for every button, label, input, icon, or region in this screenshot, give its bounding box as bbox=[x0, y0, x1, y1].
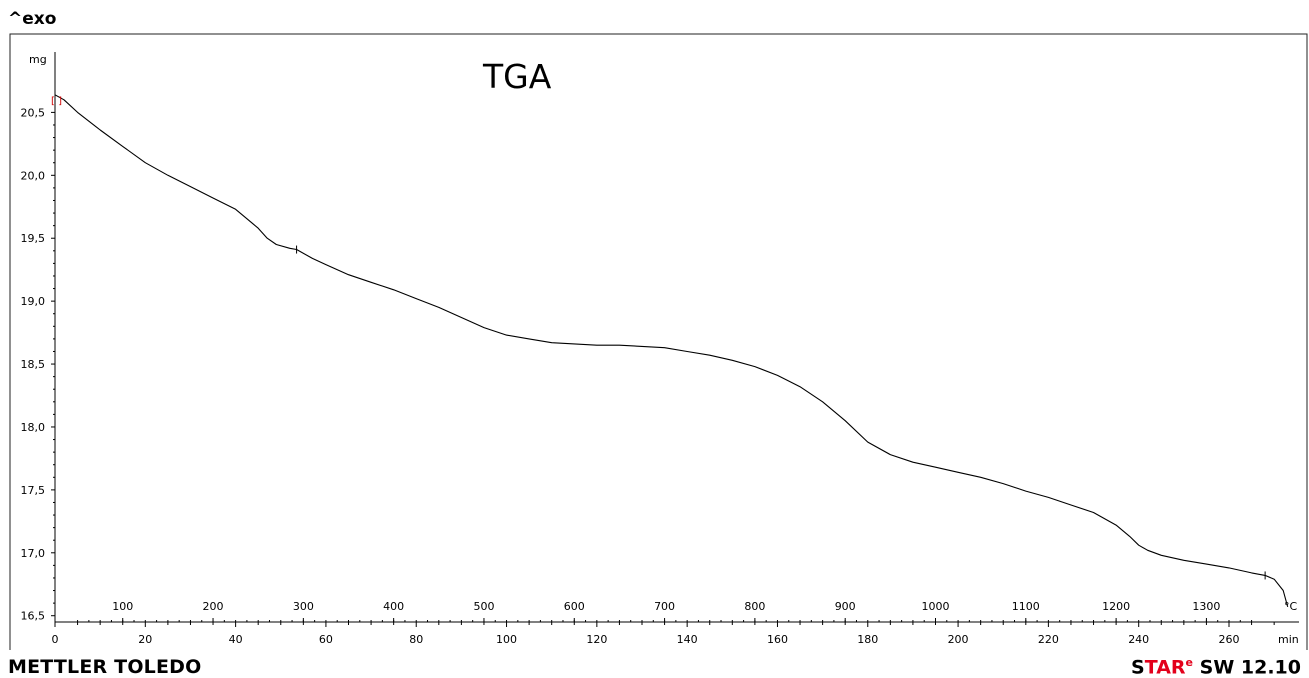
y-axis-unit: mg bbox=[29, 53, 47, 66]
temperature-tick-label: 1100 bbox=[1012, 600, 1040, 613]
x-tick-label: 120 bbox=[586, 633, 607, 646]
temperature-axis-unit: °C bbox=[1284, 600, 1298, 613]
x-tick-label: 20 bbox=[138, 633, 152, 646]
y-tick-label: 17,0 bbox=[21, 547, 46, 560]
x-ticks: 0 20 40 60 80 100 120 140 160 180 200 220 240 260 bbox=[52, 622, 1275, 646]
x-tick-label: 240 bbox=[1128, 633, 1149, 646]
x-tick-label: 200 bbox=[948, 633, 969, 646]
temperature-tick-label: 200 bbox=[203, 600, 224, 613]
temperature-tick-label: 1300 bbox=[1192, 600, 1220, 613]
y-tick-label: 20,0 bbox=[21, 169, 46, 182]
x-tick-label: 160 bbox=[767, 633, 788, 646]
chart-title: TGA bbox=[482, 57, 552, 96]
x-tick-label: 140 bbox=[677, 633, 698, 646]
x-tick-label: 100 bbox=[496, 633, 517, 646]
exo-label: ^exo bbox=[8, 9, 57, 29]
y-tick-label: 20,5 bbox=[21, 106, 46, 119]
y-tick-label: 19,5 bbox=[21, 232, 46, 245]
software-version: STARe SW 12.10 bbox=[1131, 656, 1301, 678]
y-tick-label: 19,0 bbox=[21, 295, 46, 308]
y-ticks: 20,5 20,0 19,5 19,0 18,5 18,0 17,5 17,0 16,5 bbox=[21, 106, 55, 623]
y-tick-label: 16,5 bbox=[21, 610, 46, 623]
series-layer bbox=[54, 94, 1289, 608]
tga-chart: TGA mg 20,5 20,0 19,5 19,0 18,5 18,0 17,5 17,0 1… bbox=[9, 33, 1308, 650]
x-axis-unit: min bbox=[1278, 633, 1299, 646]
x-tick-label: 60 bbox=[319, 633, 333, 646]
chart-border bbox=[9, 33, 1308, 650]
brand-logo-text: METTLER TOLEDO bbox=[8, 656, 202, 678]
tga-curve-line bbox=[54, 94, 1289, 608]
temperature-tick-label: 900 bbox=[835, 600, 856, 613]
temperature-ticks: 100 200 300 400 500 600 700 800 900 1000 1100 1200 1… bbox=[77, 600, 1253, 622]
x-tick-label: 260 bbox=[1219, 633, 1240, 646]
y-tick-label: 18,0 bbox=[21, 421, 46, 434]
start-marker: [ ] bbox=[51, 96, 62, 107]
temperature-tick-label: 100 bbox=[112, 600, 133, 613]
x-tick-label: 40 bbox=[229, 633, 243, 646]
temperature-tick-label: 500 bbox=[473, 600, 494, 613]
y-tick-label: 17,5 bbox=[21, 484, 46, 497]
temperature-tick-label: 700 bbox=[654, 600, 675, 613]
temperature-tick-label: 600 bbox=[564, 600, 585, 613]
x-tick-label: 220 bbox=[1038, 633, 1059, 646]
y-tick-label: 18,5 bbox=[21, 358, 46, 371]
x-tick-label: 0 bbox=[52, 633, 59, 646]
temperature-tick-label: 800 bbox=[744, 600, 765, 613]
x-tick-label: 180 bbox=[857, 633, 878, 646]
temperature-tick-label: 300 bbox=[293, 600, 314, 613]
temperature-tick-label: 1000 bbox=[922, 600, 950, 613]
temperature-tick-label: 400 bbox=[383, 600, 404, 613]
x-tick-label: 80 bbox=[409, 633, 423, 646]
temperature-tick-label: 1200 bbox=[1102, 600, 1130, 613]
